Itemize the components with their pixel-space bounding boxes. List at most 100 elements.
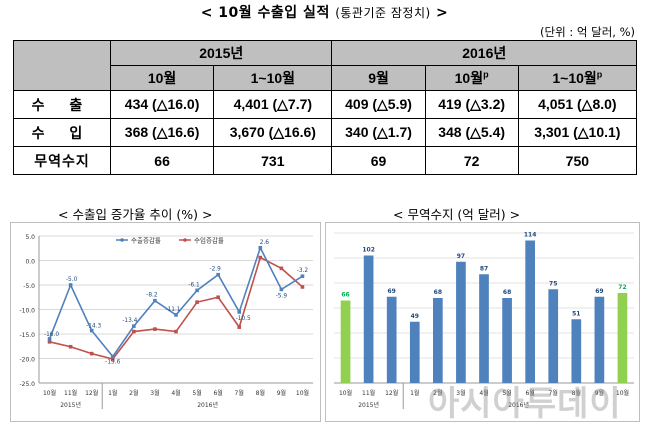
y-tick-label: -20.0: [19, 357, 35, 364]
table-cell: 69: [331, 146, 426, 175]
data-point: [195, 288, 199, 293]
data-point: [132, 329, 136, 334]
legend-label: 수입증감률: [194, 237, 224, 245]
row-label: 수 입: [13, 118, 111, 147]
data-point: [237, 310, 242, 314]
bar-value-label: 49: [411, 313, 419, 320]
x-tick-label: 3월: [456, 389, 465, 397]
data-point: [279, 266, 284, 271]
row-label: 무역수지: [13, 146, 111, 175]
x-tick-label: 2월: [433, 389, 442, 397]
bar-chart-frame: 66 10월 102 11월 69 12월 49 1월 68 2월 97 3월 87 4월 68 5월 114 6…: [325, 222, 640, 422]
data-point: [68, 283, 73, 287]
bar-value-label: 114: [524, 232, 537, 239]
table-header-months: 10월 1~10월 9월 10월p 1~10월p: [14, 65, 638, 91]
data-label: -5.9: [276, 293, 288, 299]
watermark-logo: 아시아투데이: [428, 384, 622, 424]
title-tail: >: [436, 5, 449, 21]
data-label: -10.5: [236, 316, 251, 322]
table-cell: 409 (△5.9): [331, 90, 426, 119]
y-tick-label: -10.0: [19, 308, 35, 315]
data-point: [300, 285, 305, 289]
bar: [340, 300, 351, 383]
header-year-2015: 2015년: [109, 40, 333, 66]
bar-value-label: 68: [503, 289, 511, 296]
bar: [409, 321, 420, 383]
y-tick-label: -5.0: [23, 283, 35, 290]
series-line-export: [48, 245, 303, 358]
x-tick-label: 5월: [502, 389, 511, 397]
bar: [548, 289, 559, 383]
table-row: 수 출 434 (△16.0) 4,401 (△7.7) 409 (△5.9) …: [13, 90, 638, 119]
data-label: -14.3: [86, 324, 101, 330]
col-header: 1~10월p: [517, 65, 638, 91]
y-tick-label: 5.0: [25, 234, 35, 241]
data-label: -19.6: [105, 360, 120, 366]
y-tick-label: -25.0: [19, 381, 35, 388]
data-point: [132, 324, 136, 328]
bar: [571, 319, 582, 383]
col-header: 1~10월: [213, 65, 333, 91]
data-point: [237, 325, 242, 329]
bar: [386, 296, 397, 383]
table-row: 무역수지 66 731 69 72 750: [13, 146, 638, 175]
col-header: 10월: [109, 65, 215, 91]
x-tick-label: 6월: [213, 389, 222, 397]
x-tick-label: 10월: [296, 389, 309, 397]
data-label: -3.2: [297, 268, 309, 274]
data-point: [153, 327, 157, 331]
data-point: [279, 287, 284, 292]
x-tick-label: 3월: [150, 389, 159, 397]
x-tick-label: 7월: [549, 389, 558, 397]
table-cell: 419 (△3.2): [424, 90, 519, 119]
bar-value-label: 69: [595, 288, 603, 295]
preliminary-mark: p: [483, 69, 489, 80]
table-cell: 3,301 (△10.1): [517, 118, 638, 147]
x-tick-label: 1월: [410, 389, 419, 397]
line-chart-frame: 5.0 0.0 -5.0 -10.0 -15.0 -20.0 -25.0 10월 11월 12월 1…: [10, 222, 321, 422]
data-point: [47, 337, 52, 341]
table-cell: 434 (△16.0): [109, 90, 215, 119]
y-tick-label: 0.0: [25, 259, 35, 266]
bar: [363, 255, 374, 383]
data-point: [174, 313, 178, 317]
bar-value-label: 97: [457, 253, 465, 260]
year-label: 2016년: [197, 401, 218, 409]
unit-label: (단위 : 억 달러, %): [540, 25, 635, 39]
data-point: [153, 298, 157, 303]
table-cell: 4,401 (△7.7): [213, 90, 333, 119]
data-point: [110, 354, 115, 359]
table-cell: 731: [213, 146, 333, 175]
bar: [525, 240, 535, 383]
data-point: [216, 295, 220, 300]
year-label: 2015년: [358, 401, 379, 409]
x-tick-label: 7월: [235, 389, 244, 397]
x-tick-label: 4월: [479, 389, 488, 397]
trade-table: 2015년 2016년 10월 1~10월 9월 10월p 1~10월p 수 출…: [13, 40, 638, 175]
data-point: [216, 272, 220, 277]
title-sub: (통관기준 잠정치): [335, 6, 431, 20]
data-point: [195, 300, 199, 304]
legend-marker: [120, 238, 124, 242]
data-label: 2.6: [260, 240, 270, 246]
table-cell: 750: [517, 146, 638, 175]
growth-line-chart: 5.0 0.0 -5.0 -10.0 -15.0 -20.0 -25.0 10월 11월 12월 1…: [19, 234, 313, 409]
data-point: [300, 274, 305, 278]
header-blank: [13, 40, 111, 91]
table-cell: 72: [424, 146, 519, 175]
x-tick-label: 1월: [108, 389, 117, 397]
x-tick-label: 6월: [525, 389, 534, 397]
bar-value-label: 87: [480, 265, 488, 272]
bar: [456, 261, 466, 383]
x-tick-label: 8월: [256, 389, 265, 397]
header-year-2016: 2016년: [331, 40, 637, 66]
y-tick-label: -15.0: [19, 332, 35, 339]
data-point: [258, 255, 263, 260]
data-label: -13.4: [122, 318, 137, 324]
table-row: 수 입 368 (△16.6) 3,670 (△16.6) 340 (△1.7)…: [13, 118, 638, 147]
x-tick-label: 2월: [129, 389, 138, 397]
table-cell: 368 (△16.6): [109, 118, 215, 147]
year-label: 2015년: [60, 401, 81, 409]
bar-value-label: 72: [618, 284, 626, 291]
bar-value-label: 51: [572, 310, 580, 317]
